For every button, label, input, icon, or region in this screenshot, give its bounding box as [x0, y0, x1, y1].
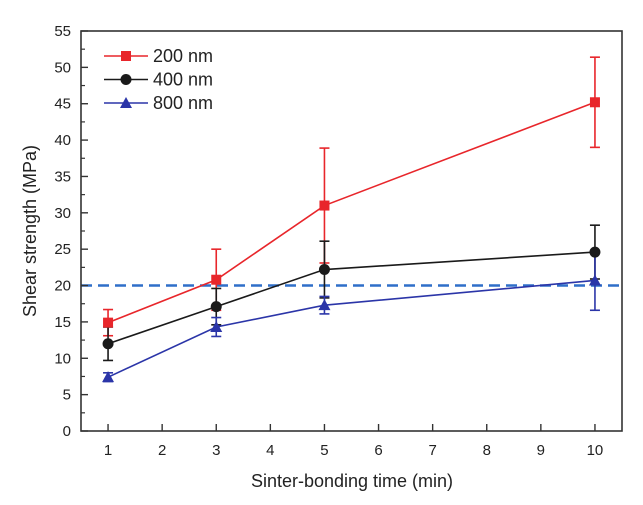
x-tick-label: 4 [266, 442, 274, 459]
legend-label: 800 nm [153, 93, 213, 113]
y-tick-label: 5 [63, 387, 71, 404]
series-line-800-nm [107, 279, 596, 378]
x-tick-label: 8 [483, 442, 491, 459]
y-tick-label: 35 [54, 168, 71, 185]
x-tick-label: 6 [374, 442, 382, 459]
series-line-200-nm [107, 101, 596, 324]
data-point [589, 246, 601, 258]
data-point [589, 97, 600, 108]
legend-marker [120, 97, 132, 108]
x-tick-label: 9 [537, 442, 545, 459]
data-point [102, 338, 114, 350]
x-axis-label: Sinter-bonding time (min) [251, 471, 453, 491]
data-point [102, 371, 115, 383]
legend-label: 200 nm [153, 46, 213, 66]
data-point [210, 321, 223, 332]
x-tick-label: 3 [212, 442, 220, 459]
y-tick-label: 0 [63, 423, 71, 440]
data-point [211, 274, 222, 285]
legend-label: 400 nm [153, 70, 213, 90]
legend-marker [120, 74, 132, 85]
y-axis-label: Shear strength (MPa) [20, 145, 40, 317]
legend-marker [121, 51, 131, 61]
x-tick-label: 1 [104, 442, 112, 459]
y-tick-label: 10 [54, 350, 71, 367]
y-tick-label: 45 [54, 96, 71, 113]
y-tick-label: 15 [54, 314, 71, 331]
series-line-400-nm [107, 251, 596, 345]
y-tick-label: 55 [54, 23, 71, 40]
y-tick-label: 40 [54, 132, 71, 149]
y-tick-label: 30 [54, 205, 71, 222]
data-point [318, 264, 330, 276]
data-point [588, 274, 601, 286]
y-tick-label: 25 [54, 241, 71, 258]
data-point [210, 301, 222, 313]
x-tick-label: 10 [587, 442, 604, 459]
x-tick-label: 7 [428, 442, 436, 459]
x-tick-label: 5 [320, 442, 328, 459]
data-point [319, 200, 330, 211]
data-point [318, 299, 331, 311]
y-tick-label: 20 [54, 278, 71, 295]
x-tick-label: 2 [158, 442, 166, 459]
plot-frame [80, 30, 623, 432]
data-point [103, 317, 114, 328]
y-tick-label: 50 [54, 59, 71, 76]
